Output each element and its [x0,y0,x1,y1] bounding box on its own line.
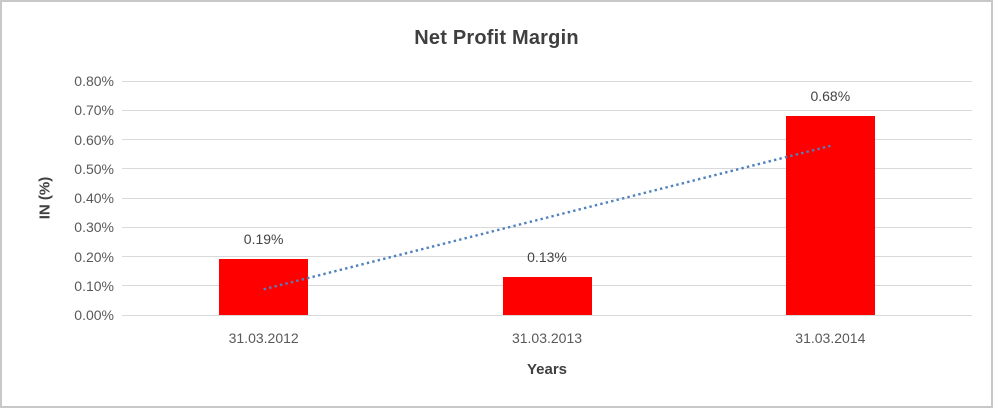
bar-31.03.2014 [785,116,875,315]
y-tick-label: 0.70% [74,102,114,119]
y-tick-label: 0.60% [74,131,114,148]
x-axis-title: Years [526,361,568,378]
y-tick-label: 0.30% [74,219,114,236]
chart-title: Net Profit Margin [414,27,579,49]
x-tick-label: 31.03.2013 [511,330,583,346]
y-tick-label: 0.10% [74,277,114,294]
gridline [122,197,972,199]
x-tick-label: 31.03.2012 [228,330,299,346]
gridline [122,314,972,316]
x-tick-label: 31.03.2014 [795,330,866,346]
y-tick-label: 0.20% [74,248,114,265]
bar-31.03.2012 [219,259,309,315]
gridline [122,139,972,140]
y-tick-label: 0.40% [74,190,114,206]
trendline [263,144,831,291]
gridline [122,226,972,228]
data-label: 0.13% [527,248,567,265]
plot-area [122,80,972,316]
y-tick-label: 0.00% [74,307,114,323]
trendline-path [263,144,831,291]
gridline [122,80,972,82]
bar-31.03.2013 [502,276,592,315]
data-label: 0.68% [810,88,851,105]
gridline [122,109,972,111]
gridline [122,168,972,170]
data-label: 0.19% [243,231,284,248]
gridline [122,256,972,257]
y-tick-label: 0.80% [74,73,114,89]
y-tick-label: 0.50% [74,160,114,177]
